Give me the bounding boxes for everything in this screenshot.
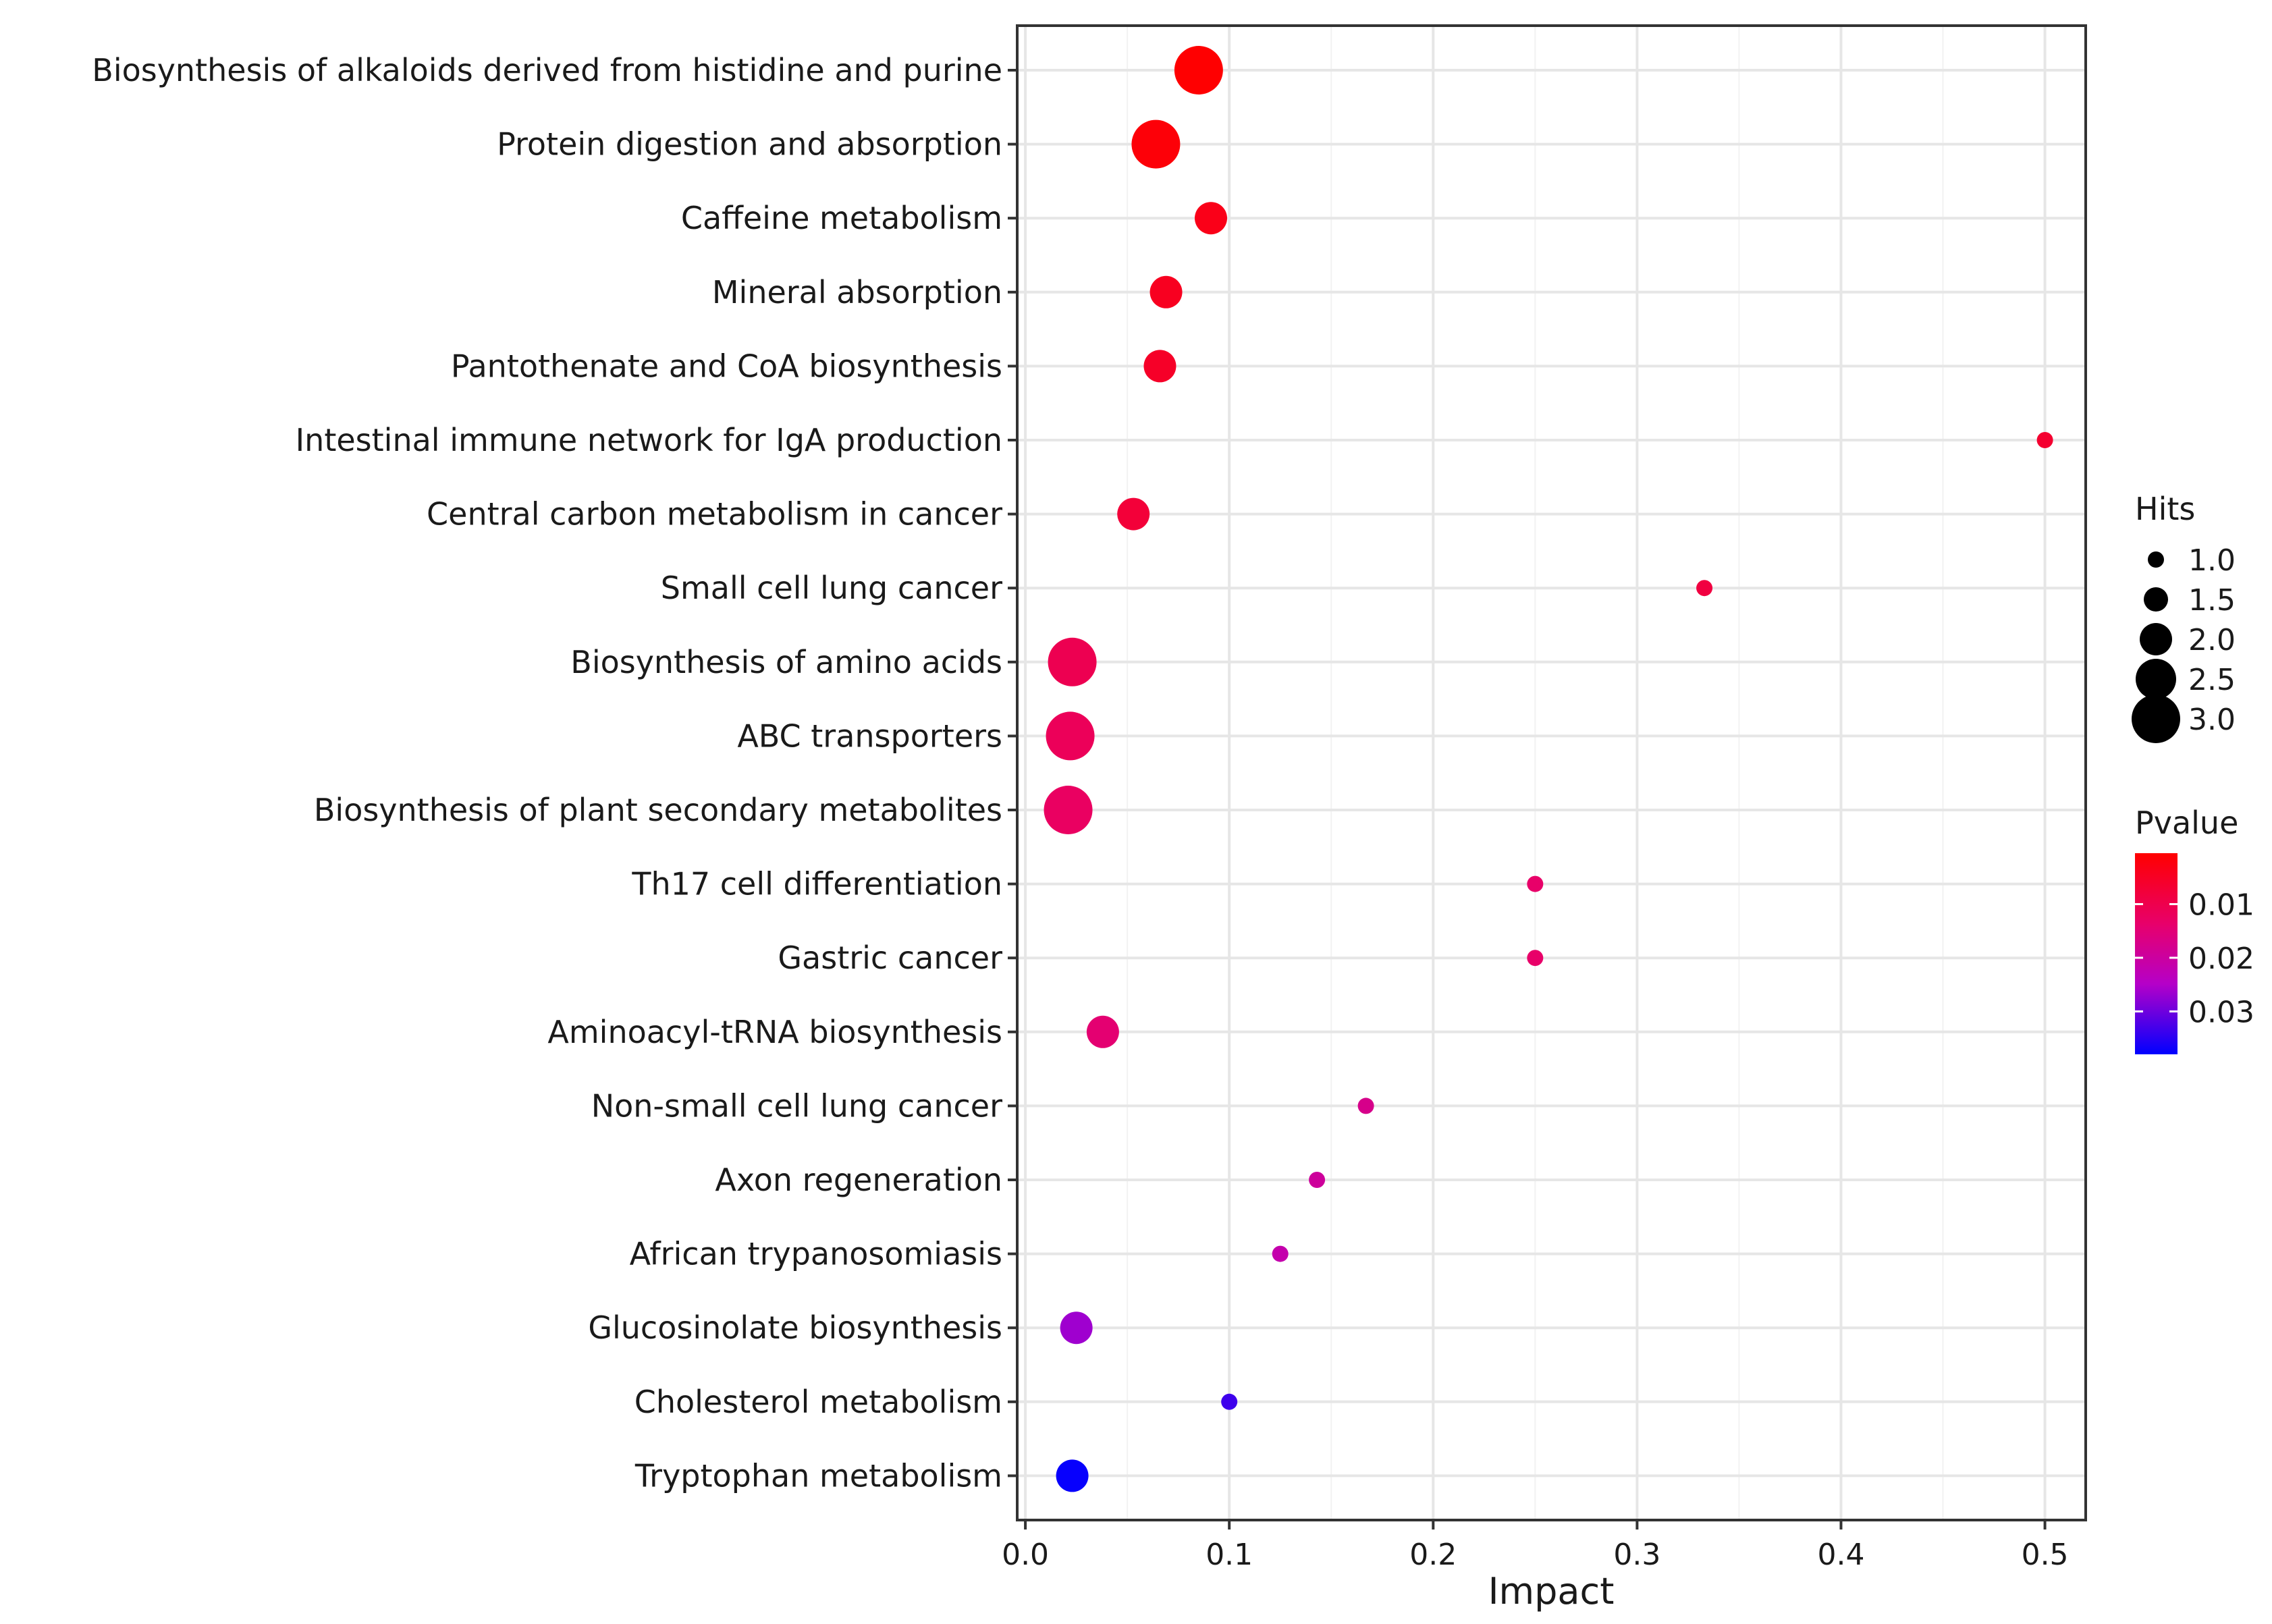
- x-tick-label: 0.2: [1409, 1538, 1457, 1572]
- color-legend: Pvalue 0.01 0.02 0.03: [2135, 805, 2254, 1054]
- color-legend-label: 0.02: [2188, 942, 2254, 976]
- data-point: [1272, 1245, 1289, 1262]
- y-tick-label: Protein digestion and absorption: [497, 126, 1002, 163]
- x-tick-label: 0.3: [1613, 1538, 1660, 1572]
- data-point: [1149, 275, 1183, 308]
- y-tick-label: Mineral absorption: [712, 274, 1002, 310]
- y-tick-label: Biosynthesis of amino acids: [570, 644, 1002, 680]
- size-legend-label: 3.0: [2188, 703, 2236, 737]
- y-tick-label: Gastric cancer: [778, 940, 1002, 976]
- size-legend-label: 2.5: [2188, 663, 2236, 697]
- data-point: [2036, 432, 2053, 448]
- y-tick-label: Pantothenate and CoA biosynthesis: [451, 348, 1002, 384]
- size-legend-label: 1.5: [2188, 583, 2236, 618]
- data-point: [1174, 46, 1223, 94]
- y-tick-label: Cholesterol metabolism: [634, 1384, 1002, 1420]
- y-tick-label: African trypanosomiasis: [630, 1236, 1002, 1272]
- y-tick-label: Th17 cell differentiation: [631, 866, 1002, 902]
- size-legend-dot: [2140, 623, 2172, 655]
- x-tick-label: 0.1: [1206, 1538, 1253, 1572]
- data-point: [1086, 1015, 1119, 1048]
- data-point: [1056, 1459, 1089, 1492]
- size-legend-label: 1.0: [2188, 543, 2236, 578]
- plot-border: [1016, 24, 2087, 1521]
- x-axis-title: Impact: [1488, 1570, 1615, 1613]
- x-axis: 0.0 0.1 0.2 0.3 0.4 0.5: [1002, 1520, 2069, 1572]
- y-tick-label: Biosynthesis of alkaloids derived from h…: [92, 52, 1002, 88]
- y-tick-label: Non-small cell lung cancer: [591, 1087, 1002, 1124]
- y-tick-label: Caffeine metabolism: [681, 200, 1002, 236]
- plot-background: [1017, 26, 2086, 1520]
- y-tick-label: Glucosinolate biosynthesis: [588, 1309, 1002, 1346]
- data-point: [1048, 637, 1097, 686]
- x-tick-label: 0.4: [1817, 1538, 1864, 1572]
- color-legend-bar: [2135, 853, 2178, 1054]
- data-point: [1131, 119, 1181, 169]
- data-point: [1194, 202, 1227, 235]
- y-tick-label: Tryptophan metabolism: [634, 1457, 1002, 1494]
- size-legend-dot: [2148, 551, 2164, 568]
- data-point: [1117, 497, 1150, 531]
- y-tick-label: ABC transporters: [737, 718, 1002, 754]
- data-points: [1044, 46, 2053, 1492]
- size-legend-dot: [2136, 659, 2176, 699]
- data-point: [1527, 950, 1544, 967]
- size-legend: Hits 1.0 1.5 2.0 2.5 3.0: [2132, 491, 2236, 743]
- data-point: [1060, 1311, 1093, 1345]
- y-axis: Biosynthesis of alkaloids derived from h…: [92, 52, 1017, 1494]
- y-tick-label: Biosynthesis of plant secondary metaboli…: [314, 792, 1002, 828]
- y-tick-label: Axon regeneration: [715, 1162, 1002, 1198]
- data-point: [1044, 786, 1093, 834]
- data-point: [1527, 875, 1544, 892]
- color-legend-label: 0.03: [2188, 995, 2254, 1029]
- x-tick-label: 0.5: [2022, 1538, 2069, 1572]
- x-tick-label: 0.0: [1002, 1538, 1049, 1572]
- data-point: [1357, 1098, 1374, 1114]
- color-legend-label: 0.01: [2188, 888, 2254, 922]
- y-tick-label: Aminoacyl-tRNA biosynthesis: [547, 1014, 1002, 1050]
- size-legend-dot: [2132, 695, 2180, 743]
- data-point: [1143, 350, 1176, 383]
- data-point: [1309, 1172, 1326, 1188]
- y-tick-label: Central carbon metabolism in cancer: [427, 496, 1002, 533]
- data-point: [1696, 580, 1713, 597]
- data-point: [1046, 711, 1095, 761]
- y-tick-label: Small cell lung cancer: [661, 570, 1002, 606]
- data-point: [1221, 1393, 1238, 1410]
- y-tick-label: Intestinal immune network for IgA produc…: [296, 422, 1002, 458]
- size-legend-label: 2.0: [2188, 623, 2236, 657]
- size-legend-dot: [2144, 587, 2168, 612]
- size-legend-title: Hits: [2135, 491, 2195, 527]
- color-legend-title: Pvalue: [2135, 805, 2238, 841]
